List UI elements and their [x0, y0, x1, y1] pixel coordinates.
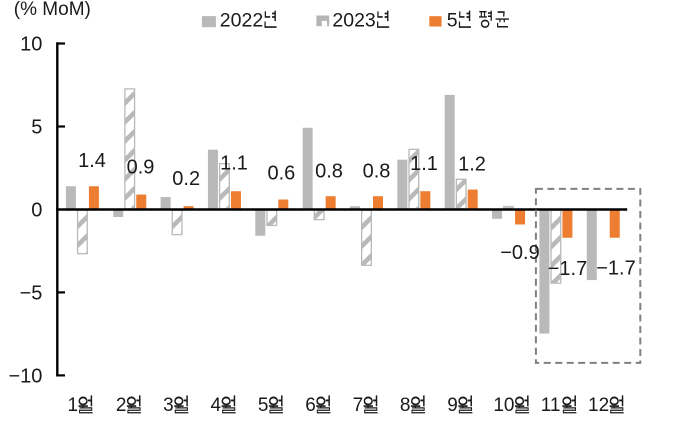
svg-text:1.4: 1.4 [78, 150, 106, 172]
svg-text:11: 11 [541, 395, 561, 416]
svg-text:(% MoM): (% MoM) [14, 0, 91, 20]
svg-text:5: 5 [258, 395, 269, 416]
svg-text:0.8: 0.8 [363, 161, 391, 183]
svg-text:6: 6 [305, 395, 316, 416]
svg-text:5: 5 [447, 9, 458, 31]
svg-text:8: 8 [400, 395, 411, 416]
svg-text:−0.9: −0.9 [500, 242, 539, 264]
svg-text:0.2: 0.2 [172, 168, 200, 190]
svg-text:−10: −10 [8, 366, 42, 388]
svg-text:1.1: 1.1 [410, 153, 438, 175]
svg-text:10: 10 [20, 34, 42, 56]
svg-text:3: 3 [163, 395, 174, 416]
svg-text:0: 0 [31, 200, 42, 222]
svg-text:10: 10 [493, 395, 514, 416]
svg-text:−1.7: −1.7 [548, 258, 587, 280]
svg-text:−1.7: −1.7 [596, 258, 635, 280]
svg-text:0.9: 0.9 [127, 156, 155, 178]
svg-text:−5: −5 [20, 283, 43, 305]
svg-text:2022: 2022 [220, 9, 263, 31]
svg-text:1: 1 [67, 395, 78, 416]
svg-text:2023: 2023 [332, 9, 375, 31]
svg-text:4: 4 [211, 395, 222, 416]
svg-text:12: 12 [588, 395, 609, 416]
svg-text:9: 9 [447, 395, 458, 416]
svg-text:0.8: 0.8 [315, 161, 343, 183]
svg-text:0.6: 0.6 [267, 162, 295, 184]
svg-text:5: 5 [31, 117, 42, 139]
svg-text:2: 2 [116, 395, 127, 416]
svg-text:1.1: 1.1 [220, 153, 248, 175]
svg-text:1.2: 1.2 [458, 154, 486, 176]
svg-text:7: 7 [353, 395, 364, 416]
